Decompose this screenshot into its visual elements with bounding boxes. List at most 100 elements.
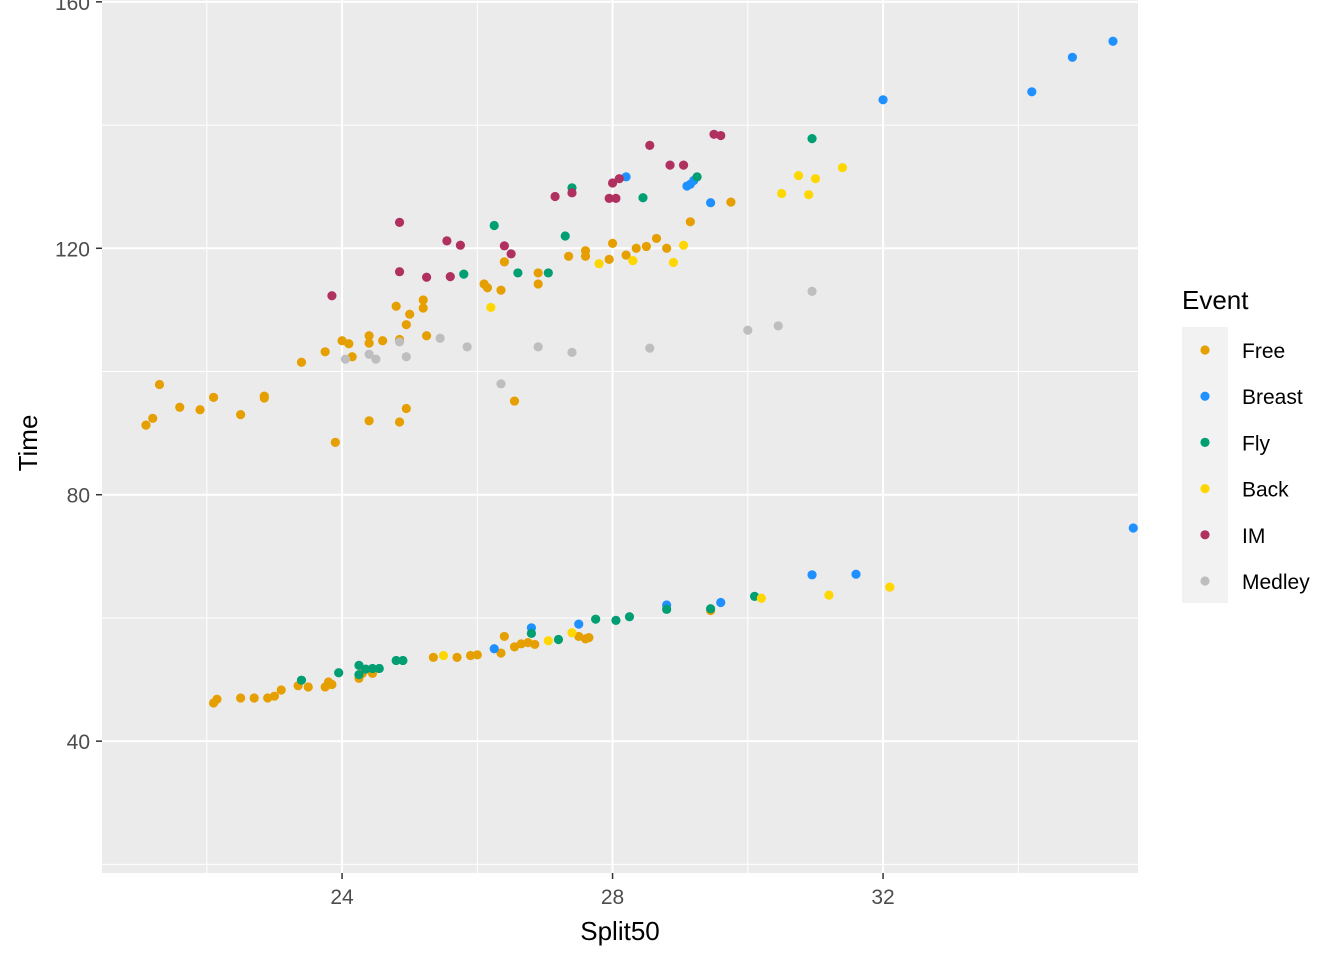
y-axis: 40 80 120 160: [55, 0, 102, 754]
point-fly: [354, 660, 364, 670]
point-free: [499, 257, 509, 267]
point-im: [421, 272, 432, 282]
point-free: [418, 303, 428, 313]
point-breast: [878, 95, 888, 105]
point-back: [628, 256, 638, 266]
point-free: [465, 650, 476, 661]
point-free: [509, 396, 520, 406]
point-im: [716, 130, 726, 141]
x-axis-label: Split50: [580, 916, 660, 946]
point-free: [330, 437, 340, 447]
point-breast: [1108, 36, 1118, 46]
point-free: [269, 691, 280, 701]
y-axis-label: Time: [13, 415, 43, 472]
point-breast: [1067, 52, 1078, 62]
point-free: [472, 650, 482, 660]
point-back: [668, 257, 679, 268]
point-breast: [716, 597, 726, 608]
point-back: [793, 170, 804, 181]
point-back: [810, 174, 821, 184]
data-points: [141, 36, 1138, 708]
x-tick-label: 24: [330, 886, 354, 909]
point-free: [236, 693, 246, 703]
point-free: [418, 295, 428, 305]
point-im: [455, 240, 466, 250]
point-fly: [543, 268, 553, 278]
point-back: [594, 259, 604, 269]
x-tick-label: 32: [871, 886, 894, 909]
point-back: [804, 190, 814, 200]
point-free: [651, 233, 662, 244]
point-medley: [496, 379, 506, 389]
point-free: [364, 338, 374, 348]
legend-key-free: [1200, 345, 1210, 355]
point-free: [421, 331, 432, 341]
point-back: [678, 240, 689, 250]
point-free: [320, 347, 330, 357]
point-medley: [773, 321, 783, 331]
legend: Event Free Breast Fly Back IM Medley: [1182, 285, 1310, 603]
point-free: [212, 694, 222, 704]
point-free: [154, 379, 165, 390]
point-im: [499, 241, 509, 251]
legend-key-back: [1200, 484, 1210, 494]
legend-label-im: IM: [1242, 525, 1265, 548]
point-free: [685, 217, 695, 227]
major-gridlines: [102, 0, 1138, 873]
point-free: [303, 682, 313, 692]
point-fly: [367, 663, 378, 674]
point-fly: [591, 614, 601, 624]
point-fly: [374, 663, 384, 674]
point-free: [533, 268, 543, 278]
point-free: [452, 652, 462, 662]
legend-key-breast: [1200, 391, 1210, 401]
point-free: [249, 693, 259, 703]
point-back: [777, 188, 787, 199]
point-fly: [611, 615, 621, 626]
point-fly: [807, 134, 817, 144]
point-medley: [567, 347, 577, 358]
point-im: [394, 267, 405, 277]
point-fly: [692, 172, 702, 182]
legend-label-medley: Medley: [1242, 571, 1310, 594]
point-fly: [706, 604, 716, 614]
point-im: [567, 188, 577, 198]
point-free: [604, 254, 614, 264]
point-im: [442, 236, 452, 246]
point-free: [195, 405, 205, 415]
point-fly: [553, 634, 564, 645]
point-im: [678, 160, 689, 170]
point-free: [236, 410, 246, 420]
point-free: [482, 283, 493, 293]
point-back: [438, 650, 449, 661]
point-fly: [334, 668, 344, 678]
point-medley: [401, 352, 411, 362]
point-breast: [489, 644, 499, 654]
point-fly: [354, 670, 364, 680]
point-free: [208, 392, 219, 402]
point-free: [496, 648, 506, 658]
point-free: [364, 416, 374, 426]
point-fly: [391, 655, 401, 666]
point-back: [486, 302, 496, 313]
legend-key-im: [1200, 530, 1210, 540]
point-free: [726, 197, 736, 207]
point-fly: [489, 220, 499, 231]
y-tick-label: 40: [67, 731, 90, 754]
point-breast: [706, 198, 716, 208]
point-im: [645, 140, 655, 150]
point-free: [533, 279, 543, 289]
point-medley: [371, 354, 381, 364]
legend-label-fly: Fly: [1242, 432, 1270, 455]
legend-items: Free Breast Fly Back IM Medley: [1200, 340, 1310, 594]
legend-key-background: [1182, 327, 1228, 603]
point-free: [631, 243, 641, 253]
point-free: [530, 639, 540, 650]
point-im: [550, 191, 560, 202]
point-free: [401, 403, 411, 414]
point-free: [378, 336, 388, 346]
y-tick-label: 120: [55, 238, 90, 261]
point-free: [496, 285, 506, 295]
